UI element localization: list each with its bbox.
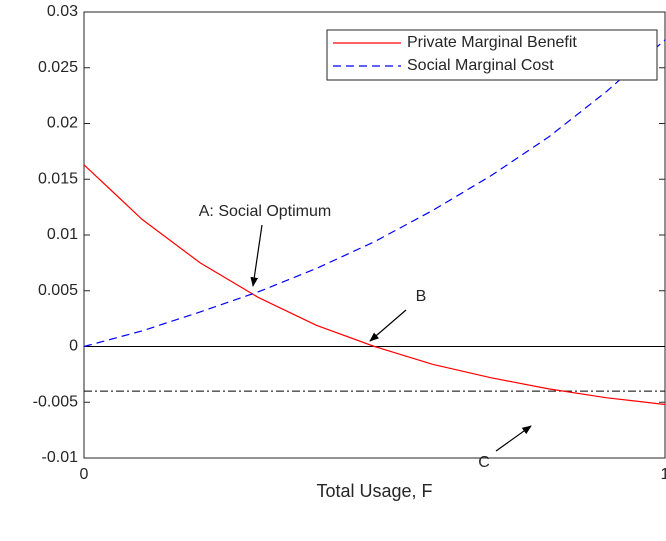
y-tick-label: -0.01 bbox=[42, 449, 79, 466]
annotation-arrow bbox=[369, 309, 407, 342]
y-tick-label: 0 bbox=[69, 338, 78, 355]
x-axis-label: Total Usage, F bbox=[316, 481, 432, 501]
annotation-arrow bbox=[495, 425, 532, 452]
annotation: A: Social Optimum bbox=[199, 203, 331, 220]
y-tick-label: 0.025 bbox=[38, 59, 78, 76]
y-tick-label: 0.005 bbox=[38, 282, 78, 299]
annotation-arrow bbox=[250, 224, 263, 287]
y-tick-label: 0.03 bbox=[47, 3, 78, 20]
x-tick-label: 1 bbox=[661, 466, 666, 483]
annotation: B bbox=[416, 288, 427, 305]
series-line bbox=[83, 39, 666, 348]
y-tick-label: -0.005 bbox=[33, 393, 78, 410]
legend-box bbox=[326, 29, 658, 81]
y-tick-label: 0.01 bbox=[47, 226, 78, 243]
y-tick-label: 0.02 bbox=[47, 115, 78, 132]
y-tick-label: 0.015 bbox=[38, 170, 78, 187]
legend-label: Social Marginal Cost bbox=[407, 57, 554, 74]
annotation: C bbox=[478, 454, 490, 471]
series-line bbox=[83, 164, 666, 406]
x-tick-label: 0 bbox=[80, 466, 89, 483]
legend-label: Private Marginal Benefit bbox=[407, 34, 577, 51]
